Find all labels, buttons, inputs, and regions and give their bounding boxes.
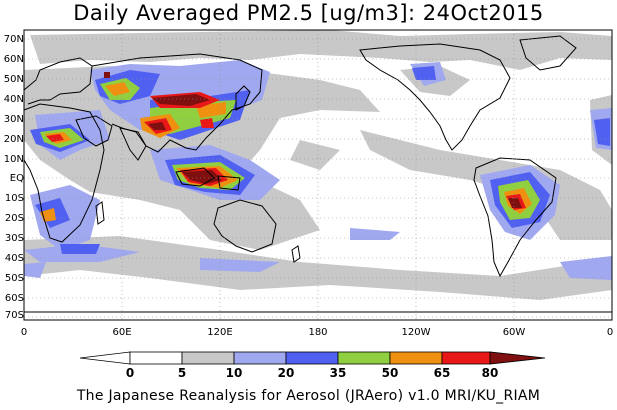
lon-label: 120E <box>207 327 233 338</box>
lat-label: 50S <box>4 273 24 284</box>
colorbar-bin-0 <box>129 351 183 365</box>
lon-label: 180 <box>308 327 328 338</box>
lat-label: 20S <box>4 213 24 224</box>
lat-label: 10S <box>4 193 24 204</box>
colorbar-label: 80 <box>481 366 499 380</box>
lon-label: 0 <box>20 327 28 338</box>
colorbar-label: 65 <box>433 366 451 380</box>
colorbar-bin-6 <box>441 351 491 365</box>
colorbar-label: 50 <box>381 366 399 380</box>
colorbar-bin-5 <box>389 351 443 365</box>
coastlines <box>23 35 612 313</box>
colorbar-bin-1 <box>181 351 235 365</box>
lon-label: 120W <box>401 327 431 338</box>
concentration-darkred <box>104 72 522 208</box>
lat-label: 60N <box>3 54 24 65</box>
lat-label: 30S <box>4 233 24 244</box>
footer-credit: The Japanese Reanalysis for Aerosol (JRA… <box>76 388 541 404</box>
colorbar-arrow-right <box>489 351 546 365</box>
graticule <box>24 30 612 320</box>
colorbar-label: 0 <box>125 366 135 380</box>
lat-label: 10N <box>3 154 24 165</box>
colorbar-label: 10 <box>225 366 243 380</box>
lat-label: EQ <box>9 173 24 184</box>
lon-label: 60W <box>502 327 526 338</box>
lon-label: 60E <box>112 327 132 338</box>
colorbar-bin-4 <box>337 351 391 365</box>
colorbar-label: 20 <box>277 366 295 380</box>
colorbar-bin-2 <box>233 351 287 365</box>
lat-label: 60S <box>4 293 24 304</box>
colorbar-bin-3 <box>285 351 339 365</box>
colorbar-arrow-left <box>79 351 131 365</box>
lat-label: 40N <box>3 94 24 105</box>
colorbar <box>79 351 546 365</box>
lat-label: 40S <box>4 253 24 264</box>
lat-label: 70S <box>4 310 24 321</box>
map-frame <box>23 29 613 321</box>
map-title: Daily Averaged PM2.5 [ug/m3]: 24Oct2015 <box>73 1 544 25</box>
lat-label: 30N <box>3 114 24 125</box>
colorbar-label: 35 <box>329 366 347 380</box>
lat-label: 70N <box>3 34 24 45</box>
lat-label: 20N <box>3 134 24 145</box>
lon-label: 0 <box>606 327 614 338</box>
colorbar-label: 5 <box>177 366 187 380</box>
lat-label: 50N <box>3 74 24 85</box>
